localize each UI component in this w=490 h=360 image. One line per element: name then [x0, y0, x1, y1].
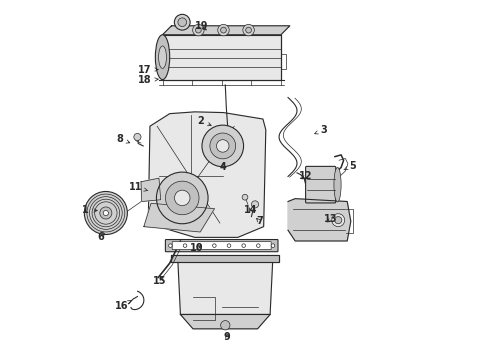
Polygon shape — [178, 262, 272, 315]
Circle shape — [332, 214, 344, 226]
Circle shape — [218, 24, 229, 36]
Polygon shape — [163, 26, 290, 35]
Polygon shape — [144, 203, 215, 232]
Polygon shape — [148, 112, 266, 237]
Text: 17: 17 — [138, 64, 158, 75]
Circle shape — [213, 244, 216, 247]
Circle shape — [242, 194, 248, 200]
Text: 11: 11 — [129, 182, 148, 192]
Circle shape — [335, 217, 342, 224]
Circle shape — [251, 201, 259, 208]
Circle shape — [257, 244, 260, 247]
Ellipse shape — [159, 46, 167, 68]
Ellipse shape — [155, 35, 170, 80]
Text: 12: 12 — [299, 171, 313, 181]
Polygon shape — [172, 255, 279, 262]
Text: 10: 10 — [190, 243, 203, 253]
Circle shape — [210, 133, 236, 159]
Text: 18: 18 — [138, 75, 158, 85]
FancyBboxPatch shape — [166, 239, 278, 252]
Text: 1: 1 — [82, 206, 97, 216]
Circle shape — [178, 18, 187, 27]
Circle shape — [103, 210, 108, 216]
Ellipse shape — [334, 167, 341, 202]
Text: 15: 15 — [153, 276, 167, 286]
Circle shape — [166, 181, 199, 215]
Text: 6: 6 — [98, 232, 104, 242]
Circle shape — [220, 320, 230, 330]
Text: 7: 7 — [256, 216, 263, 226]
Text: 13: 13 — [324, 215, 338, 224]
Circle shape — [174, 190, 190, 206]
FancyBboxPatch shape — [172, 242, 271, 249]
Circle shape — [156, 172, 208, 224]
Circle shape — [100, 207, 112, 219]
Circle shape — [174, 14, 190, 30]
Circle shape — [271, 244, 275, 247]
Text: 2: 2 — [197, 116, 211, 126]
Polygon shape — [180, 315, 270, 329]
Text: 16: 16 — [115, 301, 131, 311]
Text: 4: 4 — [220, 162, 227, 172]
Polygon shape — [163, 35, 281, 80]
Text: 14: 14 — [244, 206, 257, 216]
Circle shape — [227, 244, 231, 247]
Circle shape — [242, 244, 245, 247]
Circle shape — [183, 244, 187, 247]
Text: 9: 9 — [224, 332, 230, 342]
Circle shape — [198, 244, 201, 247]
Circle shape — [217, 140, 229, 152]
Text: 19: 19 — [195, 21, 208, 31]
Text: 3: 3 — [315, 125, 327, 135]
Polygon shape — [141, 178, 161, 202]
Circle shape — [193, 24, 204, 36]
Circle shape — [134, 134, 141, 140]
Text: 5: 5 — [344, 161, 356, 171]
Circle shape — [245, 27, 251, 33]
Circle shape — [84, 192, 127, 234]
Circle shape — [202, 125, 244, 167]
Circle shape — [243, 24, 254, 36]
Circle shape — [220, 27, 226, 33]
FancyBboxPatch shape — [306, 166, 336, 203]
Text: 8: 8 — [116, 134, 130, 144]
Circle shape — [196, 27, 201, 33]
Polygon shape — [288, 199, 351, 241]
Circle shape — [169, 244, 172, 247]
